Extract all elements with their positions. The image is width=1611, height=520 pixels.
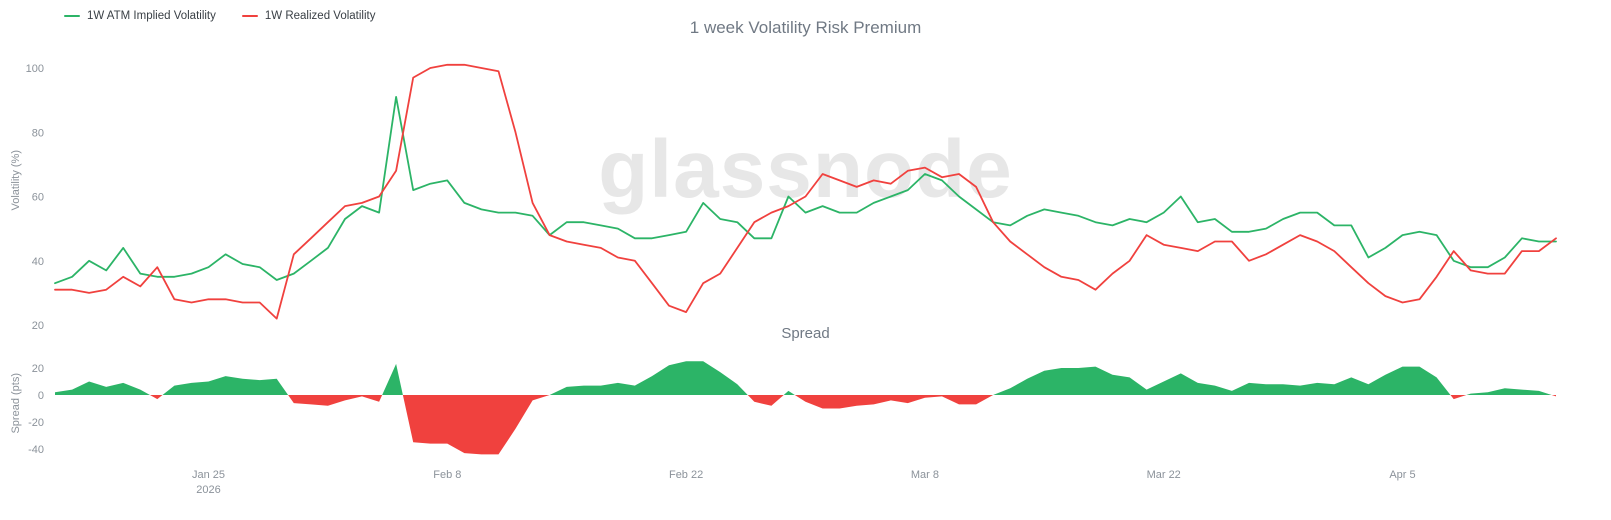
spread-chart-title: Spread (781, 325, 830, 342)
spread-area-negative[interactable] (55, 361, 1556, 455)
spread-area-positive[interactable] (55, 361, 1556, 454)
x-tick-label: Jan 25 (192, 469, 225, 481)
volatility-y-tick-label: 60 (32, 192, 44, 204)
x-tick-label: Feb 22 (669, 469, 703, 481)
volatility-y-tick-label: 100 (26, 63, 44, 75)
spread-axis-label: Spread (pts) (10, 373, 22, 434)
volatility-y-tick-label: 80 (32, 127, 44, 139)
legend-label-realized-volatility: 1W Realized Volatility (264, 10, 376, 22)
x-tick-sublabel: 2026 (196, 484, 220, 496)
volatility-axis-label: Volatility (%) (10, 150, 22, 211)
spread-y-tick-label: 20 (32, 363, 44, 375)
legend-item-realized-volatility[interactable]: 1W Realized Volatility (241, 10, 376, 22)
x-tick-label: Feb 8 (433, 469, 461, 481)
x-tick-label: Mar 22 (1147, 469, 1181, 481)
spread-y-tick-label: -20 (28, 417, 44, 429)
legend: 1W ATM Implied Volatility 1W Realized Vo… (64, 10, 375, 22)
x-tick-label: Mar 8 (911, 469, 939, 481)
legend-label-implied-volatility: 1W ATM Implied Volatility (87, 10, 216, 22)
spread-y-tick-label: -40 (28, 444, 44, 456)
volatility-y-tick-label: 20 (32, 320, 44, 332)
x-tick-label: Apr 5 (1389, 469, 1415, 481)
series-line-0[interactable] (54, 96, 1557, 285)
legend-item-implied-volatility[interactable]: 1W ATM Implied Volatility (64, 10, 216, 22)
volatility-y-tick-label: 40 (32, 256, 44, 268)
spread-y-tick-label: 0 (38, 390, 44, 402)
chart-title: 1 week Volatility Risk Premium (689, 18, 922, 37)
glassnode-watermark: glassnode (598, 124, 1013, 215)
series-line-1[interactable] (54, 63, 1557, 320)
realized-volatility-line-marker (241, 15, 258, 17)
implied-volatility-line-marker (64, 15, 80, 17)
